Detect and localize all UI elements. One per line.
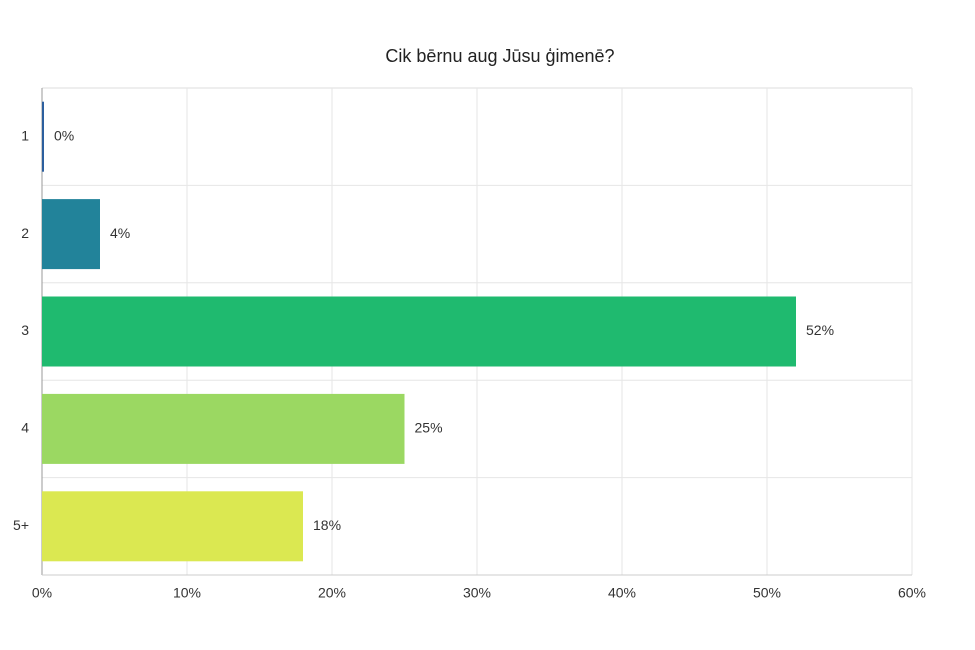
bar xyxy=(42,296,796,367)
bar xyxy=(42,491,303,562)
x-tick-label: 60% xyxy=(898,585,926,601)
y-tick-label: 5+ xyxy=(13,517,29,533)
value-label: 18% xyxy=(313,517,341,533)
x-tick-label: 40% xyxy=(608,585,636,601)
y-tick-label: 2 xyxy=(21,225,29,241)
y-tick-label: 3 xyxy=(21,322,29,338)
x-tick-label: 0% xyxy=(32,585,52,601)
value-label: 4% xyxy=(110,225,130,241)
bar xyxy=(42,199,100,270)
y-tick-label: 4 xyxy=(21,420,29,436)
value-label: 52% xyxy=(806,322,834,338)
bar xyxy=(42,393,405,464)
value-label: 0% xyxy=(54,127,74,143)
value-label: 25% xyxy=(415,420,443,436)
x-tick-label: 10% xyxy=(173,585,201,601)
chart-title: Cik bērnu aug Jūsu ģimenē? xyxy=(385,46,614,66)
x-tick-label: 20% xyxy=(318,585,346,601)
y-tick-label: 1 xyxy=(21,127,29,143)
x-tick-label: 50% xyxy=(753,585,781,601)
bar xyxy=(42,101,44,172)
x-tick-label: 30% xyxy=(463,585,491,601)
